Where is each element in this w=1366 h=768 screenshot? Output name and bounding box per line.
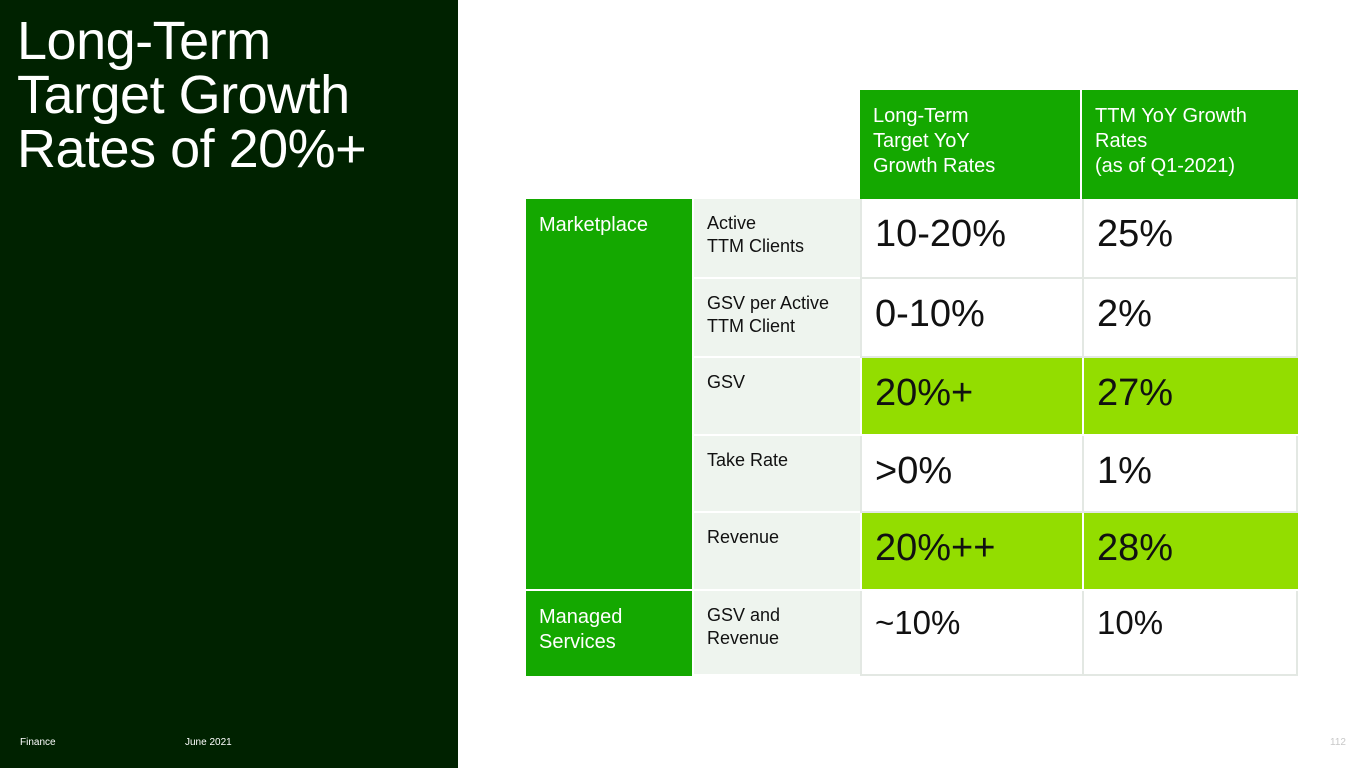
row-label-take-rate: Take Rate (692, 436, 860, 513)
row-label-line: Active (707, 213, 757, 233)
ttm-value-cell: 10% (1082, 591, 1298, 676)
header-line: Rates (1095, 130, 1148, 152)
target-value-cell-highlight: 20%++ (860, 513, 1082, 591)
table-corner-blank (526, 90, 860, 199)
row-group-managed-services: Managed Services (526, 591, 692, 676)
ttm-value-cell: 2% (1082, 279, 1298, 358)
title-line: Long-Term (17, 11, 271, 71)
ttm-value-cell-highlight: 27% (1082, 358, 1298, 436)
row-label-line: Take Rate (707, 450, 789, 470)
target-value-cell: ~10% (860, 591, 1082, 676)
group-label: Managed (539, 606, 623, 628)
row-label-line: GSV and (707, 605, 781, 625)
footer-section-label: Finance (20, 737, 56, 748)
row-label-line: Revenue (707, 628, 780, 648)
row-label-gsv-and-revenue: GSV and Revenue (692, 591, 860, 676)
header-line: Target YoY (873, 130, 970, 152)
row-label-revenue: Revenue (692, 513, 860, 591)
row-label-line: GSV (707, 372, 746, 392)
group-label: Services (539, 631, 616, 653)
row-label-line: Revenue (707, 527, 780, 547)
header-line: Long-Term (873, 105, 969, 127)
title-line: Rates of 20%+ (17, 119, 367, 179)
row-label-line: TTM Client (707, 316, 796, 336)
target-value-cell-highlight: 20%+ (860, 358, 1082, 436)
growth-rates-table: Long-Term Target YoY Growth Rates TTM Yo… (526, 90, 1298, 676)
header-line: Growth Rates (873, 155, 996, 177)
slide-title: Long-Term Target Growth Rates of 20%+ (17, 14, 447, 176)
title-panel: Long-Term Target Growth Rates of 20%+ Fi… (0, 0, 458, 768)
row-label-gsv: GSV (692, 358, 860, 436)
header-line: TTM YoY Growth (1095, 105, 1247, 127)
header-line: (as of Q1-2021) (1095, 155, 1236, 177)
target-value-cell: >0% (860, 436, 1082, 513)
footer-date: June 2021 (185, 737, 232, 748)
title-line: Target Growth (17, 65, 350, 125)
page-number: 112 (1330, 737, 1346, 748)
target-value-cell: 10-20% (860, 199, 1082, 279)
target-value-cell: 0-10% (860, 279, 1082, 358)
row-group-marketplace: Marketplace (526, 199, 692, 591)
row-label-line: TTM Clients (707, 236, 805, 256)
row-label-active-ttm-clients: Active TTM Clients (692, 199, 860, 279)
column-header-ttm-yoy-growth: TTM YoY Growth Rates (as of Q1-2021) (1082, 90, 1298, 199)
ttm-value-cell-highlight: 28% (1082, 513, 1298, 591)
row-label-gsv-per-active-client: GSV per Active TTM Client (692, 279, 860, 358)
ttm-value-cell: 25% (1082, 199, 1298, 279)
ttm-value-cell: 1% (1082, 436, 1298, 513)
column-header-long-term-target: Long-Term Target YoY Growth Rates (860, 90, 1082, 199)
row-label-line: GSV per Active (707, 293, 830, 313)
group-label: Marketplace (539, 214, 648, 236)
